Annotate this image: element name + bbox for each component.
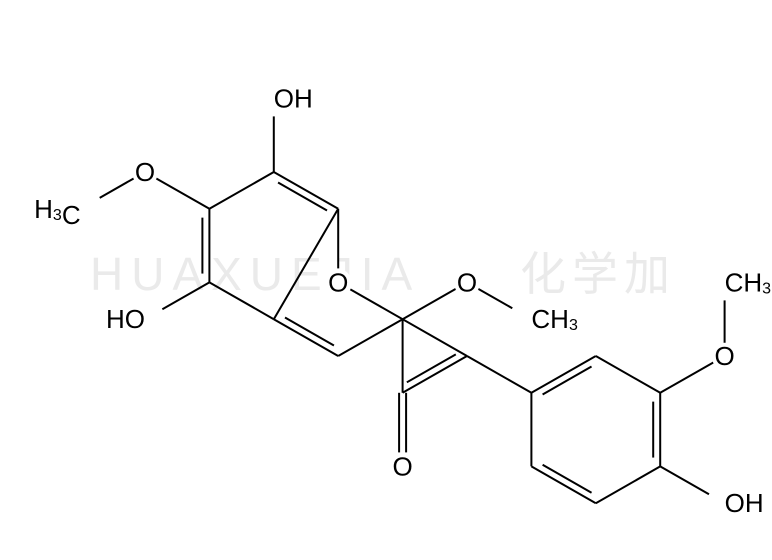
chemical-structure-diagram: HUAXUEJIA化学加OOHOHOOOH3CH3COHOHOOOOCH3CH3… [0, 0, 772, 560]
atom-label: HO [106, 304, 145, 334]
atom-label: O [714, 341, 734, 371]
watermark: HUAXUEJIA 化学加 [90, 248, 676, 300]
watermark-right: 化学加 [520, 248, 676, 300]
atom-label: O [457, 267, 477, 297]
watermark-left: HUAXUEJIA [90, 248, 420, 300]
atom-label: O [328, 267, 348, 297]
atom-label: O [135, 157, 155, 187]
atom-label: O [392, 451, 412, 481]
atom-label: OH [274, 83, 313, 113]
atom-label: OH [725, 488, 764, 518]
